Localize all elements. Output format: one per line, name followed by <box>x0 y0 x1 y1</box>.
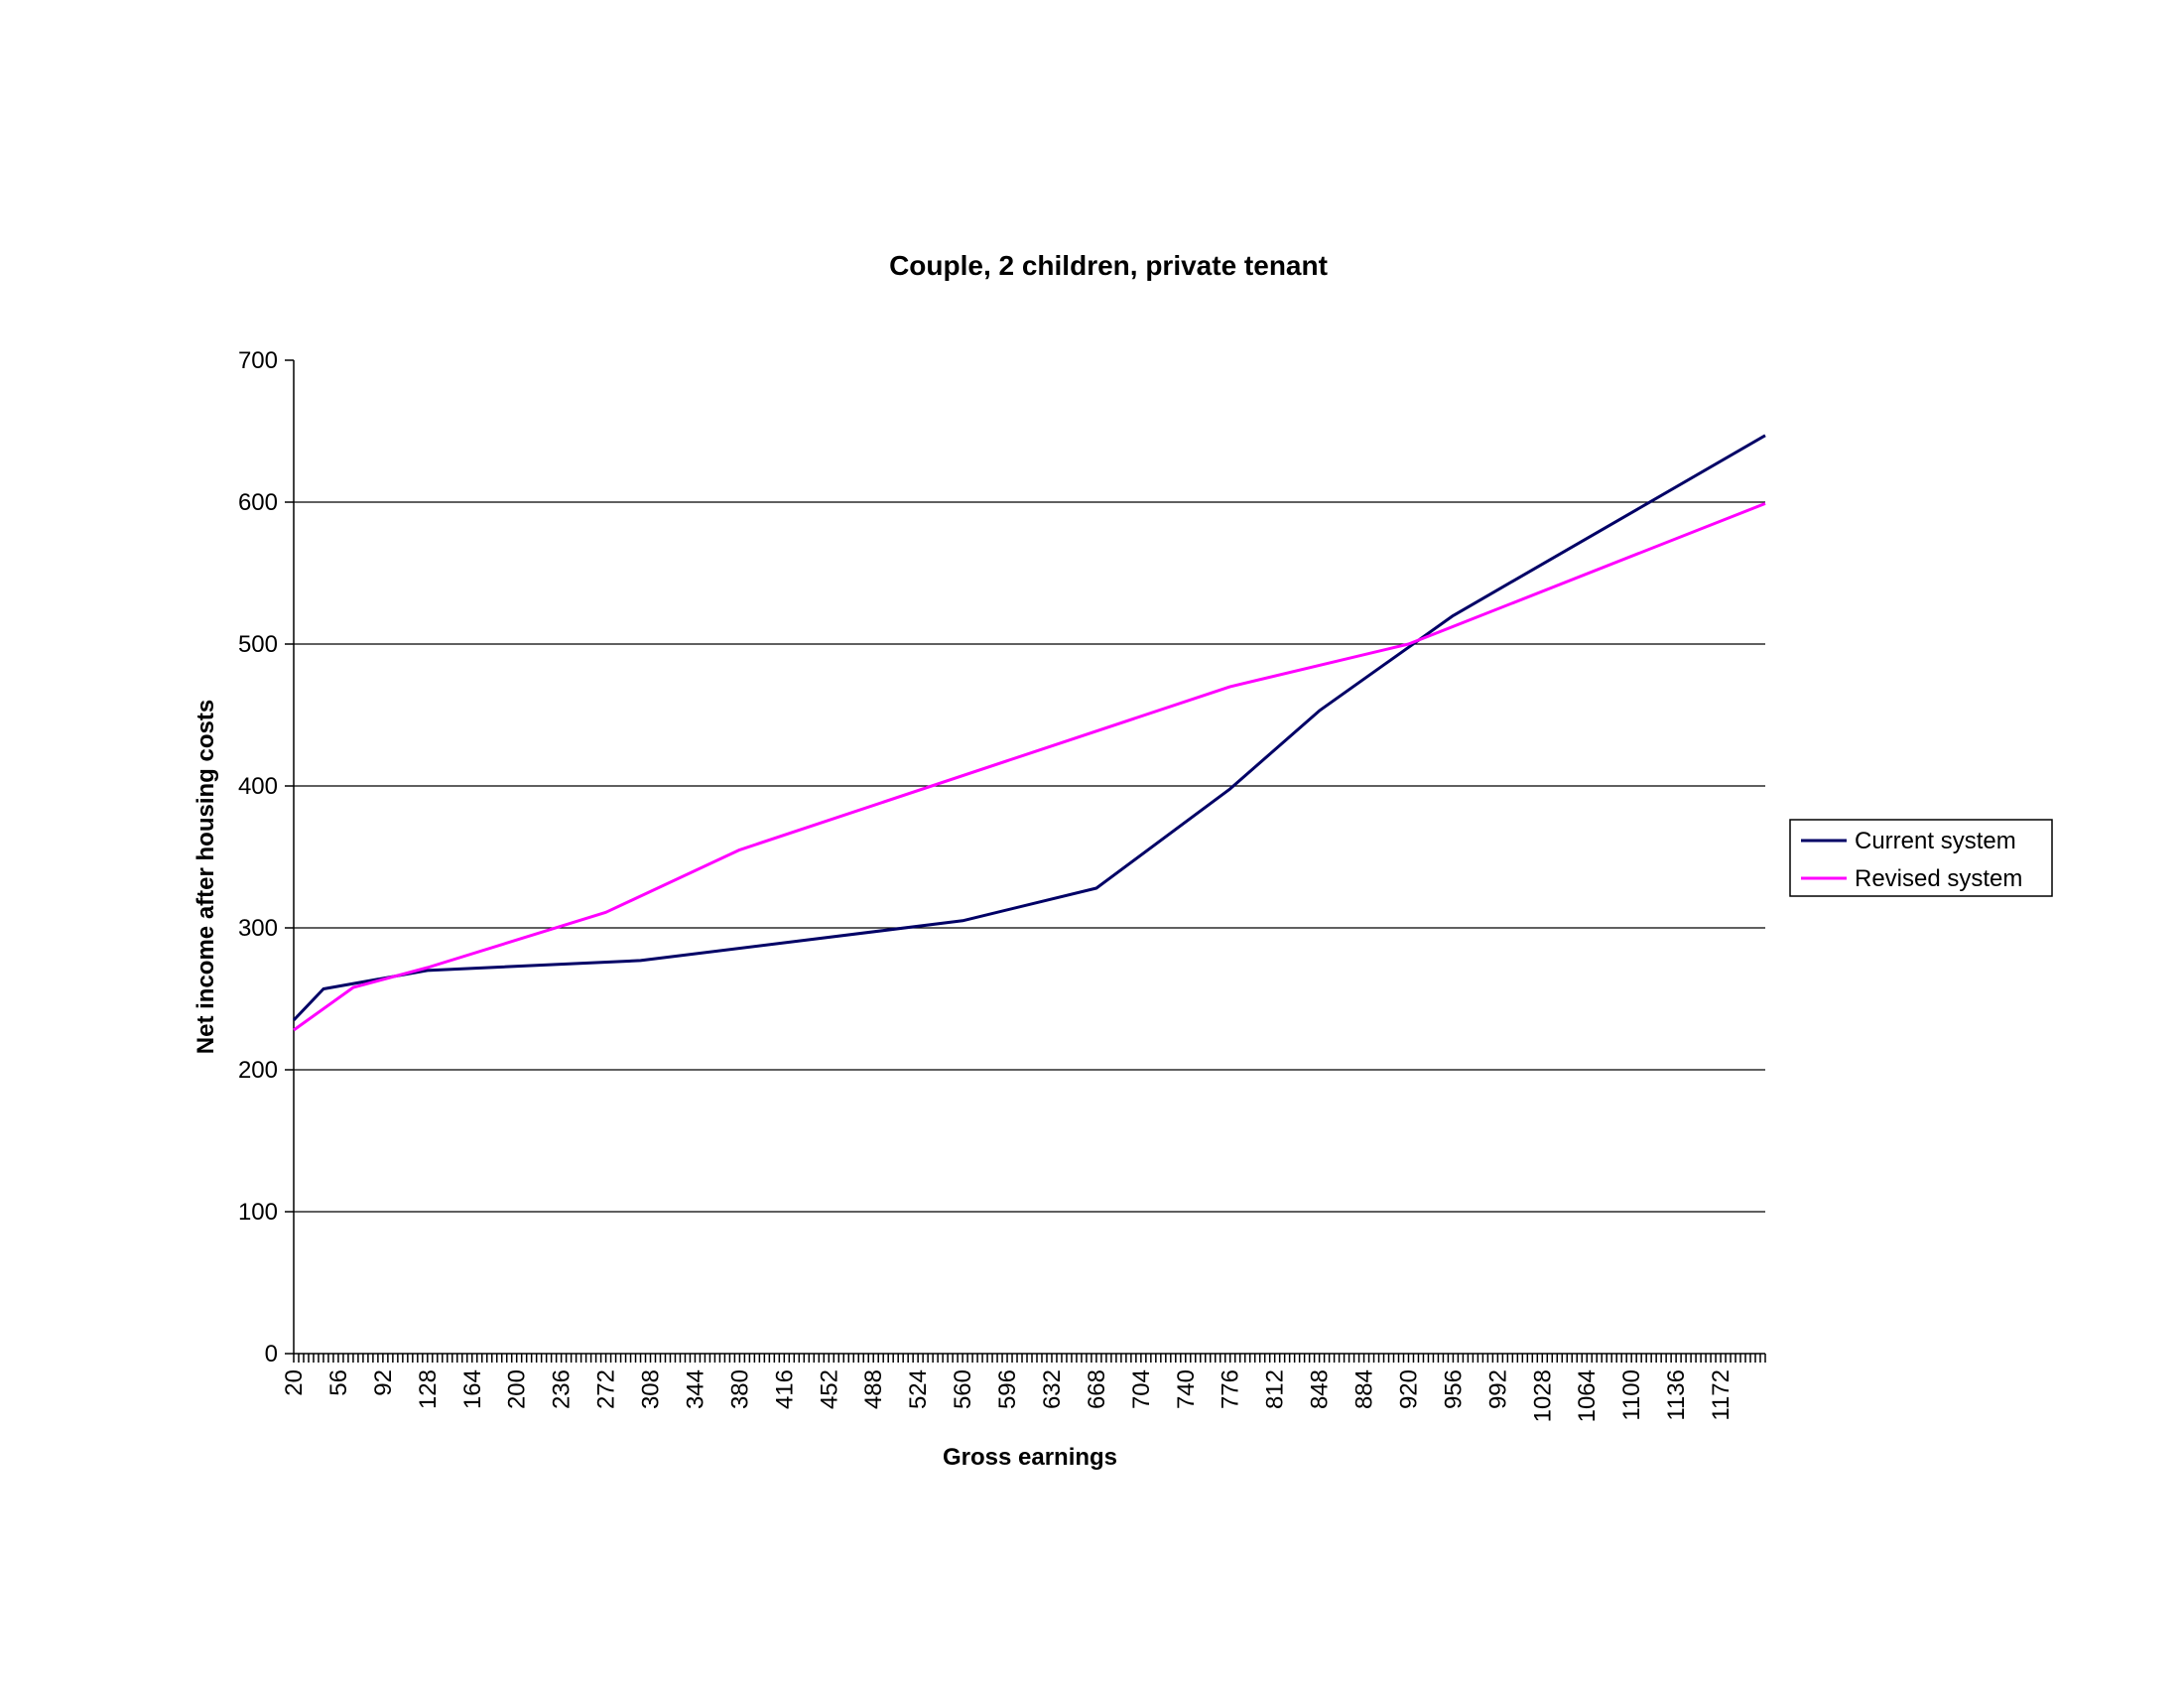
x-tick-label: 992 <box>1484 1369 1511 1409</box>
x-tick-label: 488 <box>860 1369 887 1409</box>
x-tick-label: 956 <box>1440 1369 1467 1409</box>
series-line-current-system <box>292 434 1766 1022</box>
x-tick-label: 704 <box>1128 1369 1155 1409</box>
legend-box <box>1789 819 2053 897</box>
y-axis-title: Net income after housing costs <box>193 700 219 1054</box>
y-tick-label: 500 <box>238 631 278 658</box>
series-line-revised-system <box>293 502 1766 1032</box>
x-tick-label: 776 <box>1218 1369 1244 1409</box>
x-tick-label: 344 <box>682 1369 708 1409</box>
x-tick-label: 1064 <box>1574 1369 1601 1422</box>
x-tick-label: 20 <box>281 1369 308 1396</box>
axes <box>293 360 1765 1355</box>
x-tick-label: 416 <box>771 1369 798 1409</box>
x-tick-label: 236 <box>549 1369 576 1409</box>
x-tick-label: 812 <box>1262 1369 1289 1409</box>
x-tick-label: 632 <box>1039 1369 1066 1409</box>
x-axis-title: Gross earnings <box>943 1444 1117 1471</box>
y-tick-label: 700 <box>238 347 278 374</box>
x-tick-label: 272 <box>593 1369 620 1409</box>
x-tick-label: 848 <box>1307 1369 1334 1409</box>
legend-label: Current system <box>1855 828 2016 854</box>
x-tick-label: 380 <box>726 1369 753 1409</box>
x-tick-label: 128 <box>415 1369 442 1409</box>
x-tick-label: 668 <box>1084 1369 1110 1409</box>
y-tick-label: 400 <box>238 773 278 800</box>
x-tick-label: 164 <box>459 1369 486 1409</box>
y-tick-label: 200 <box>238 1057 278 1084</box>
chart-title: Couple, 2 children, private tenant <box>889 250 1328 281</box>
y-tick-label: 600 <box>238 489 278 516</box>
x-tick-label: 200 <box>504 1369 531 1409</box>
y-axis-ticks: 0 100 200 300 400 500 600 700 <box>238 347 294 1367</box>
x-tick-label: 1100 <box>1618 1369 1645 1421</box>
x-tick-label: 452 <box>816 1369 842 1409</box>
x-tick-label: 1136 <box>1663 1369 1690 1421</box>
x-tick-label: 1028 <box>1529 1369 1556 1422</box>
y-tick-label: 100 <box>238 1199 278 1226</box>
y-tick-label: 300 <box>238 915 278 942</box>
x-tick-label: 596 <box>994 1369 1021 1409</box>
x-tick-label: 884 <box>1351 1369 1378 1409</box>
x-tick-label: 920 <box>1395 1369 1422 1409</box>
x-tick-label: 560 <box>950 1369 976 1409</box>
gridlines <box>294 501 1765 1213</box>
x-tick-label: 524 <box>905 1369 932 1409</box>
x-tick-label: 92 <box>370 1369 397 1396</box>
legend-label: Revised system <box>1855 865 2022 892</box>
x-tick-label: 1172 <box>1708 1369 1734 1421</box>
x-tick-label: 740 <box>1173 1369 1200 1409</box>
y-tick-label: 0 <box>265 1341 278 1367</box>
series-layer <box>292 434 1766 1032</box>
x-axis-ticks: 20 56 92 128 164 200 236 272 308 344 380 416 452 488 5… <box>281 1354 1766 1422</box>
x-tick-label: 308 <box>638 1369 665 1409</box>
x-tick-label: 56 <box>325 1369 352 1396</box>
legend: Current system Revised system <box>1789 819 2053 897</box>
